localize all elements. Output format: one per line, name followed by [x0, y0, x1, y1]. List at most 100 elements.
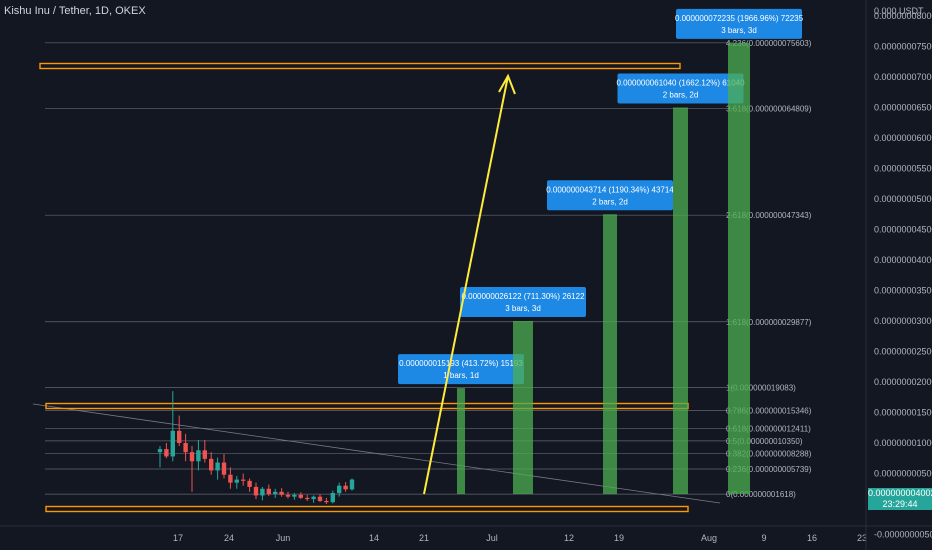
fib-level-label: 2.618(0.000000047343) — [726, 211, 812, 220]
projection-label-bars: 3 bars, 3d — [721, 26, 757, 35]
fib-level-label: 1.618(0.000000029877) — [726, 318, 812, 327]
y-tick-label: 0.000000045000 — [874, 225, 932, 235]
candle-body — [324, 500, 329, 503]
candle-body — [337, 485, 342, 494]
candle-body — [298, 494, 303, 498]
fib-level-label: 0(0.000000001618) — [726, 490, 796, 499]
y-tick-label: 0.000000020000 — [874, 377, 932, 387]
symbol-title: Kishu Inu / Tether, 1D, OKEX — [4, 5, 146, 17]
candle — [317, 494, 323, 503]
x-tick-label: 12 — [564, 533, 574, 543]
candle — [253, 482, 259, 500]
candle — [234, 475, 239, 489]
candle-body — [305, 497, 310, 500]
candle — [215, 457, 220, 480]
candle — [170, 391, 175, 462]
candle — [157, 446, 163, 468]
projection-label-value: 0.000000015193 (413.72%) 15193 — [399, 359, 523, 368]
candle — [228, 467, 233, 489]
candle — [324, 497, 329, 504]
projection-label-bars: 1 bars, 1d — [443, 371, 479, 380]
fib-level-label: 0.382(0.000000008288) — [726, 449, 812, 458]
highlight-level — [39, 62, 681, 70]
candle-body — [349, 479, 355, 490]
y-tick-label: 0.000000070000 — [874, 72, 932, 82]
y-tick-label: 0.000000040000 — [874, 255, 932, 265]
candle — [330, 490, 335, 504]
y-tick-label: 0.000000010000 — [874, 438, 932, 448]
projection-bar — [457, 388, 465, 494]
candle-body — [260, 488, 265, 496]
candle-body — [215, 462, 220, 471]
candle — [311, 495, 316, 503]
candle — [260, 486, 265, 501]
projection-label-box — [676, 8, 802, 39]
candle-body — [202, 450, 207, 459]
candle — [292, 493, 297, 500]
candle — [305, 494, 310, 501]
x-tick-label: 14 — [369, 533, 379, 543]
projection-label-value: 0.000000072235 (1966.96%) 72235 — [675, 14, 804, 23]
projection-bar — [603, 214, 617, 494]
x-tick-label: Aug — [701, 533, 717, 543]
candle — [189, 446, 195, 492]
projection-label-box — [398, 354, 524, 385]
candle — [337, 482, 342, 497]
candle — [343, 482, 348, 492]
candle-body — [311, 496, 316, 500]
projection-label-bars: 3 bars, 3d — [505, 304, 541, 313]
candle-body — [317, 496, 323, 501]
y-tick-label: 0.000000005000 — [874, 469, 932, 479]
candle-body — [157, 449, 163, 453]
projection-label-value: 0.000000043714 (1190.34%) 43714 — [546, 185, 674, 194]
candle — [279, 488, 284, 497]
y-tick-label: 0.000000050000 — [874, 194, 932, 204]
candle — [285, 491, 291, 499]
candle — [349, 478, 355, 491]
y-tick-label: 0.000000030000 — [874, 316, 932, 326]
candle — [164, 443, 169, 459]
y-tick-label: 0.000000060000 — [874, 133, 932, 143]
bar-countdown: 23:29:44 — [868, 499, 932, 510]
candle — [196, 439, 201, 471]
candle — [221, 453, 227, 479]
y-tick-label: 0.000000035000 — [874, 286, 932, 296]
candle-body — [189, 452, 195, 462]
x-tick-label: Jul — [486, 533, 498, 543]
y-tick-label: -0.000000005000 — [874, 530, 932, 540]
projection-label-value: 0.000000061040 (1662.12%) 61040 — [616, 79, 745, 88]
x-tick-label: 19 — [614, 533, 624, 543]
x-tick-label: 21 — [419, 533, 429, 543]
fib-level-label: 3.618(0.000000064809) — [726, 105, 812, 114]
candle — [202, 439, 207, 463]
y-tick-label: 0.000000080000 — [874, 11, 932, 21]
candle-body — [196, 450, 201, 462]
candle-body — [279, 491, 284, 495]
fib-level-label: 4.236(0.000000075603) — [726, 39, 812, 48]
candle — [247, 478, 252, 492]
projection-bar — [728, 42, 750, 495]
x-tick-label: 9 — [761, 533, 766, 543]
candle-body — [209, 458, 214, 471]
candle — [177, 415, 182, 447]
candle-body — [228, 474, 233, 483]
projection-label-bars: 2 bars, 2d — [592, 197, 628, 206]
candle-body — [266, 488, 271, 495]
projection-bar — [513, 321, 533, 494]
currency-badge[interactable]: 0.000 USDT — [874, 6, 924, 16]
projection-label-value: 0.000000026122 (711.30%) 26122 — [461, 292, 585, 301]
y-tick-label: 0.000000065000 — [874, 103, 932, 113]
candle-body — [241, 479, 246, 481]
projection-label-box — [617, 73, 744, 104]
candle-body — [247, 480, 252, 487]
fib-level-label: 0.5(0.000000010350) — [726, 437, 803, 446]
projection-label-box — [547, 180, 673, 211]
x-tick-label: 23 — [857, 533, 867, 543]
candle-body — [253, 486, 259, 496]
x-tick-label: 16 — [807, 533, 817, 543]
candle-body — [177, 430, 182, 443]
projection-label-bars: 2 bars, 2d — [663, 91, 699, 100]
candle-body — [292, 494, 297, 497]
y-tick-label: 0.000000055000 — [874, 164, 932, 174]
